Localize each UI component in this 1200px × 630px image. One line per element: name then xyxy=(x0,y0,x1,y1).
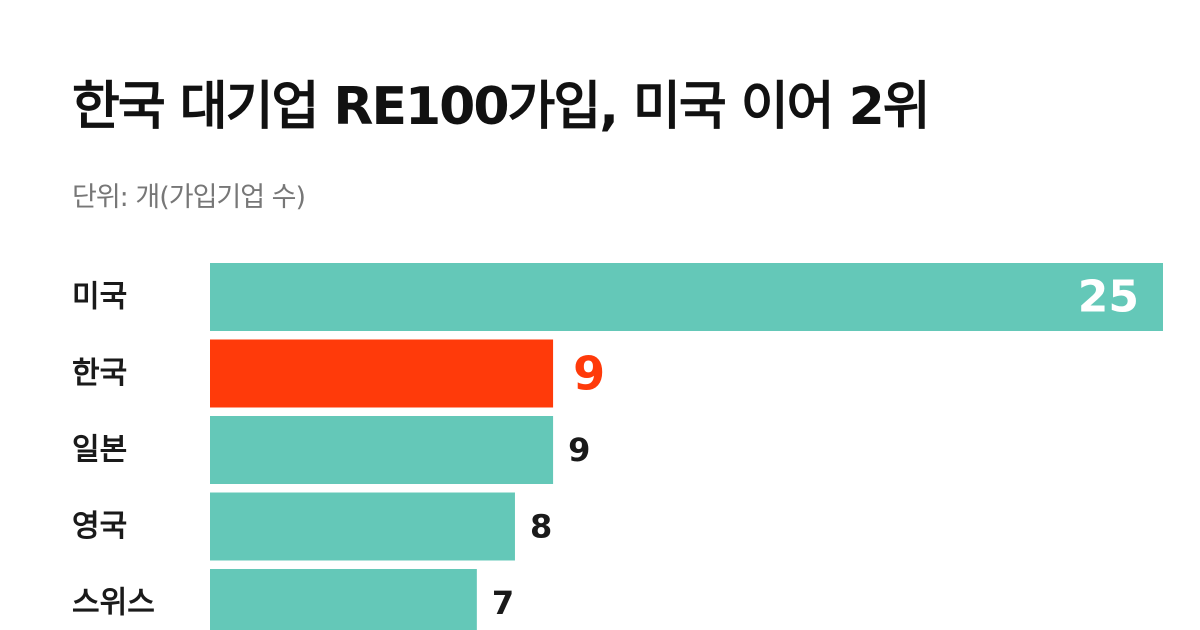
value-label: 25 xyxy=(1078,272,1139,323)
category-label: 영국 xyxy=(72,509,127,544)
bar xyxy=(210,569,477,630)
value-label: 9 xyxy=(568,431,590,469)
value-label: 7 xyxy=(492,584,514,622)
value-label: 8 xyxy=(530,508,552,546)
category-label: 스위스 xyxy=(72,586,155,621)
bar xyxy=(210,263,1163,331)
chart-subtitle: 단위: 개(가입기업 수) xyxy=(72,182,306,213)
bar-highlight xyxy=(210,339,554,408)
value-label: 9 xyxy=(573,347,605,401)
category-label: 한국 xyxy=(72,356,127,391)
category-label: 일본 xyxy=(72,433,127,468)
category-label: 미국 xyxy=(72,280,127,315)
bar xyxy=(210,492,515,561)
bar xyxy=(210,416,554,484)
chart-title: 한국 대기업 RE100가입, 미국 이어 2위 xyxy=(72,77,931,137)
